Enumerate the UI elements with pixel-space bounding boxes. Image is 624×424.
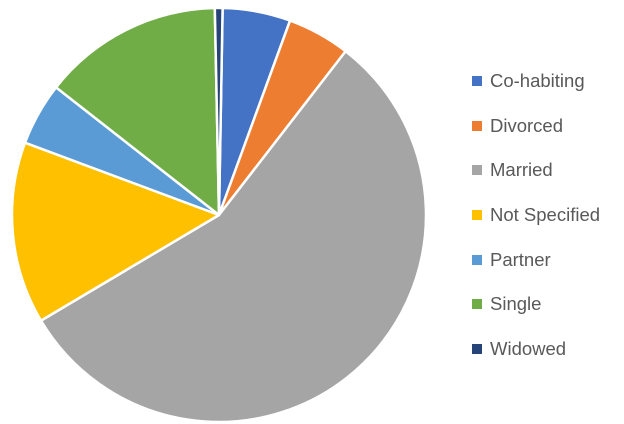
legend-swatch-widowed <box>472 344 482 355</box>
legend-item-not-specified: Not Specified <box>472 202 600 228</box>
legend-label-single: Single <box>490 293 542 315</box>
legend-label-widowed: Widowed <box>490 338 567 360</box>
pie-slice-widowed <box>213 6 224 217</box>
legend-label-co-habiting: Co-habiting <box>490 70 585 91</box>
legend-item-divorced: Divorced <box>472 113 600 139</box>
legend-swatch-married <box>472 165 482 176</box>
legend-item-co-habiting: Co-habiting <box>472 68 600 94</box>
legend-label-not-specified: Not Specified <box>490 204 601 226</box>
legend-label-partner: Partner <box>490 248 551 270</box>
legend-item-single: Single <box>472 291 600 317</box>
legend-item-widowed: Widowed <box>472 336 600 362</box>
pie-slice-single <box>54 6 221 217</box>
legend-swatch-single <box>472 299 482 310</box>
legend-swatch-co-habiting <box>472 76 482 86</box>
pie-slice-married <box>39 50 428 424</box>
legend-swatch-partner <box>472 254 482 265</box>
legend: Co-habiting Divorced Married Not Specified P… <box>472 68 600 381</box>
legend-item-married: Married <box>472 157 600 183</box>
legend-label-married: Married <box>490 159 553 181</box>
legend-swatch-divorced <box>472 120 482 131</box>
pie-slice-not-specified <box>10 141 221 322</box>
legend-swatch-not-specified <box>472 210 482 221</box>
legend-item-partner: Partner <box>472 247 600 273</box>
legend-label-divorced: Divorced <box>490 114 563 136</box>
